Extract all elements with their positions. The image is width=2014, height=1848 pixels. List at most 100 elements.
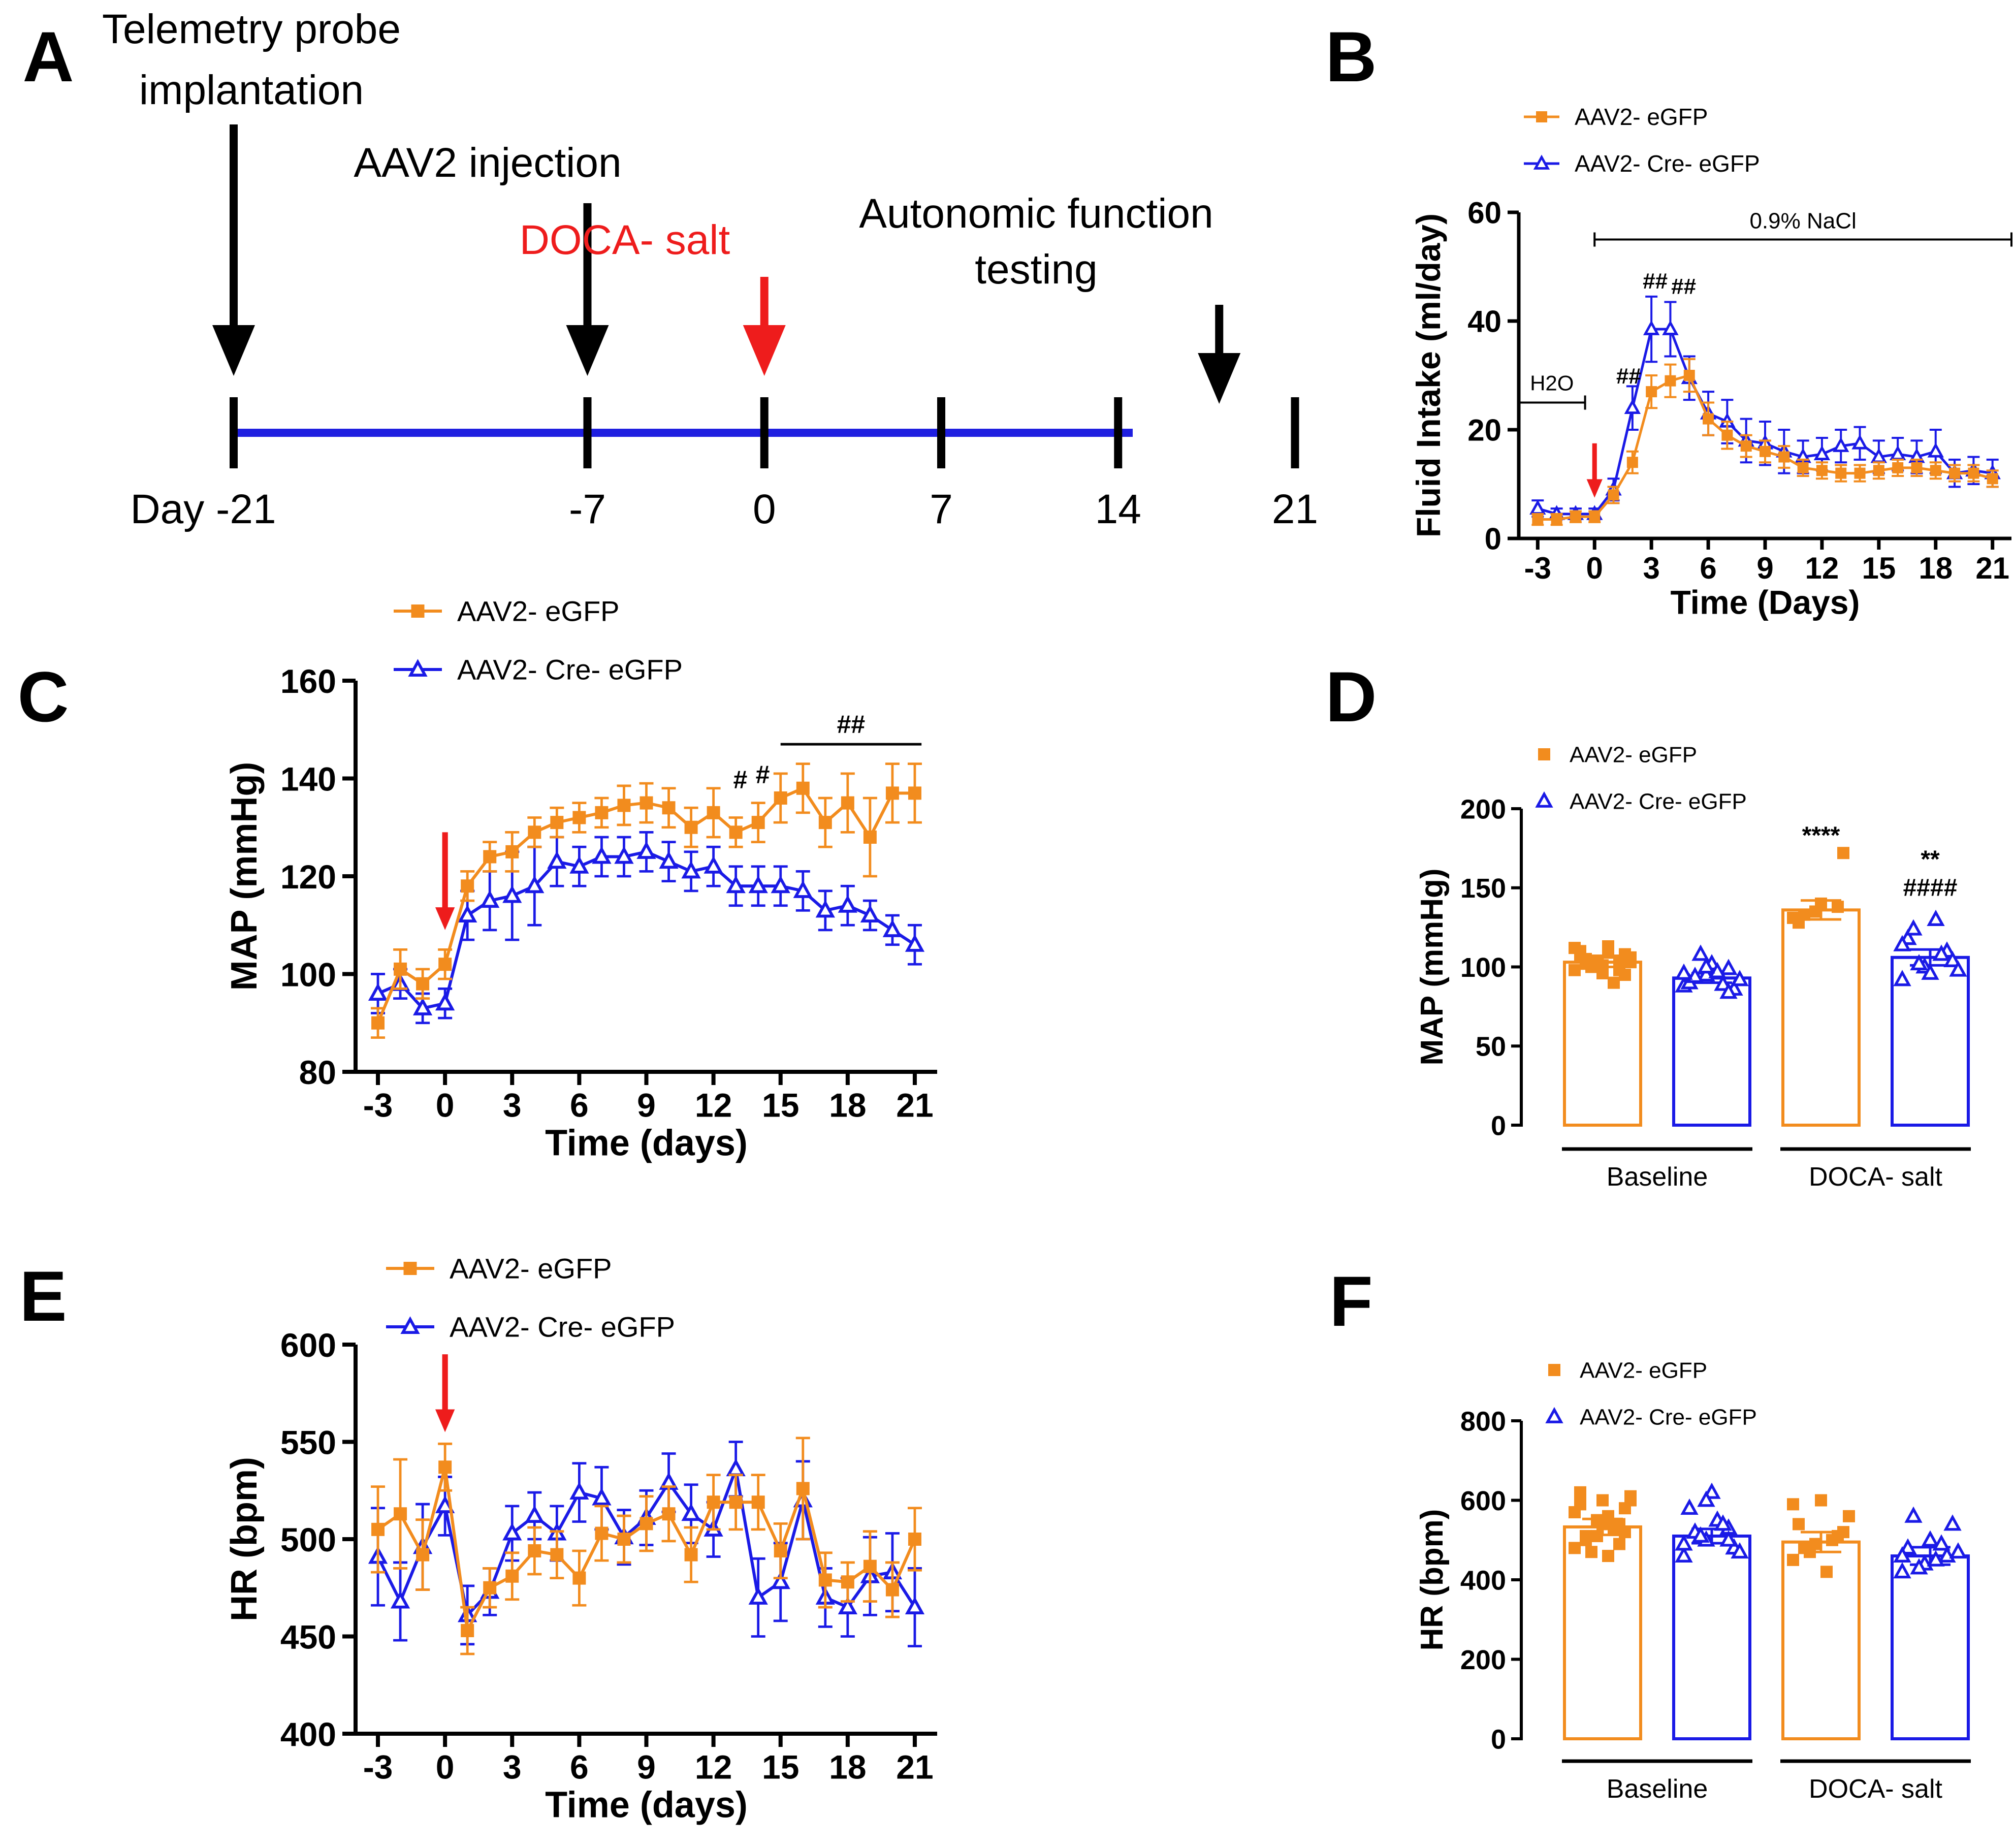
y-tick-label: 200 bbox=[1460, 794, 1506, 824]
y-tick-label: 0 bbox=[1485, 522, 1501, 556]
individual-point bbox=[1680, 1499, 1699, 1515]
data-point bbox=[1968, 467, 1979, 479]
legend-label: AAV2- eGFP bbox=[1570, 742, 1697, 767]
x-tick-label: 15 bbox=[762, 1087, 799, 1124]
data-point bbox=[1892, 462, 1904, 473]
data-point bbox=[435, 1495, 455, 1513]
data-point bbox=[1927, 442, 1944, 458]
legend-label: AAV2- eGFP bbox=[1575, 104, 1708, 130]
bar-group-0-series-1 bbox=[1672, 944, 1751, 1127]
individual-point bbox=[1904, 1506, 1923, 1523]
x-tick-label: 21 bbox=[896, 1748, 933, 1786]
y-axis-label: HR (bpm) bbox=[224, 1457, 265, 1621]
panel-letter-f: F bbox=[1329, 1261, 1373, 1341]
individual-point bbox=[1798, 908, 1810, 921]
y-tick-label: 500 bbox=[280, 1521, 336, 1558]
data-point bbox=[838, 895, 857, 913]
data-point bbox=[592, 1487, 612, 1506]
individual-point bbox=[1602, 946, 1614, 959]
x-tick-label: 0 bbox=[436, 1748, 455, 1786]
data-point bbox=[1643, 320, 1660, 335]
data-point bbox=[774, 791, 787, 805]
individual-point bbox=[1927, 1550, 1945, 1567]
data-point bbox=[729, 825, 743, 839]
x-tick-label: 12 bbox=[695, 1087, 732, 1124]
data-point bbox=[1624, 399, 1641, 415]
data-point bbox=[390, 1590, 410, 1609]
data-point bbox=[707, 806, 720, 819]
data-point bbox=[640, 796, 653, 810]
individual-point bbox=[1932, 1534, 1951, 1551]
data-point bbox=[863, 1559, 877, 1573]
x-tick-label: 3 bbox=[503, 1748, 522, 1786]
legend-marker bbox=[408, 659, 428, 677]
series-aav2-egfp bbox=[371, 1437, 922, 1655]
data-point bbox=[614, 846, 634, 864]
bar-group-0-series-0 bbox=[1563, 940, 1642, 1127]
x-tick-label: 3 bbox=[503, 1087, 522, 1124]
x-tick-label: 18 bbox=[829, 1748, 866, 1786]
data-point bbox=[505, 845, 519, 858]
data-point bbox=[908, 1533, 921, 1546]
series-aav2-cre-egfp bbox=[368, 831, 925, 1025]
data-point bbox=[681, 1503, 701, 1521]
x-tick-label: 0 bbox=[436, 1087, 455, 1124]
data-point bbox=[1646, 386, 1657, 398]
series-aav2-egfp bbox=[1531, 358, 1999, 526]
individual-point bbox=[1703, 1482, 1721, 1499]
data-point bbox=[483, 850, 497, 864]
event-arrow-head bbox=[1198, 353, 1241, 404]
individual-point bbox=[1904, 919, 1923, 936]
x-tick-label: 15 bbox=[1862, 551, 1896, 585]
data-point bbox=[1662, 320, 1679, 335]
panel-letter-c: C bbox=[17, 657, 69, 737]
data-point bbox=[461, 1624, 474, 1638]
data-point bbox=[774, 1544, 787, 1557]
individual-point bbox=[1731, 970, 1749, 986]
data-point bbox=[1813, 445, 1831, 460]
individual-point bbox=[1675, 1546, 1693, 1563]
data-point bbox=[1760, 445, 1771, 457]
data-point bbox=[818, 816, 832, 830]
bar-group-1-series-0 bbox=[1781, 847, 1861, 1127]
y-tick-label: 600 bbox=[1460, 1486, 1506, 1516]
y-axis-label: MAP (mmHg) bbox=[224, 762, 265, 991]
event-label: implantation bbox=[139, 67, 364, 113]
y-axis-label: MAP (mmHg) bbox=[1415, 868, 1450, 1065]
data-point bbox=[458, 905, 477, 922]
data-point bbox=[569, 856, 589, 874]
data-point bbox=[863, 831, 877, 844]
data-point bbox=[438, 1460, 452, 1474]
individual-point bbox=[1624, 956, 1637, 969]
data-point bbox=[1551, 514, 1562, 525]
x-axis-label: Time (days) bbox=[545, 1123, 748, 1163]
y-tick-label: 0 bbox=[1491, 1724, 1506, 1755]
data-point bbox=[771, 875, 790, 894]
data-point bbox=[815, 900, 835, 918]
significance-mark: ## bbox=[837, 710, 866, 739]
individual-point bbox=[1585, 1546, 1597, 1558]
data-point bbox=[748, 875, 768, 894]
data-point bbox=[636, 841, 656, 859]
data-point bbox=[371, 1522, 385, 1536]
timeline-tick-label: 14 bbox=[1095, 486, 1141, 532]
data-point bbox=[796, 1482, 810, 1495]
data-point bbox=[525, 1505, 545, 1523]
significance-mark: ** bbox=[1921, 846, 1940, 873]
data-point bbox=[502, 1522, 522, 1541]
data-point bbox=[547, 851, 567, 869]
individual-point bbox=[1949, 960, 1967, 977]
data-point bbox=[905, 1597, 925, 1615]
individual-point bbox=[1949, 1542, 1967, 1559]
y-tick-label: 400 bbox=[280, 1715, 336, 1753]
individual-point bbox=[1793, 1518, 1805, 1531]
data-point bbox=[748, 1587, 768, 1605]
individual-point bbox=[1574, 1486, 1586, 1499]
individual-point bbox=[1596, 1494, 1609, 1507]
panel-b-fluid-intake-chart: B 0 20 40 60 -3 0 3 6 9 12 15 18 21 Time (Days) Fluid I… bbox=[1325, 17, 2012, 621]
individual-point bbox=[1893, 970, 1911, 986]
data-point bbox=[662, 1507, 676, 1521]
timeline-tick-label: -7 bbox=[569, 486, 606, 532]
data-point bbox=[438, 958, 452, 971]
